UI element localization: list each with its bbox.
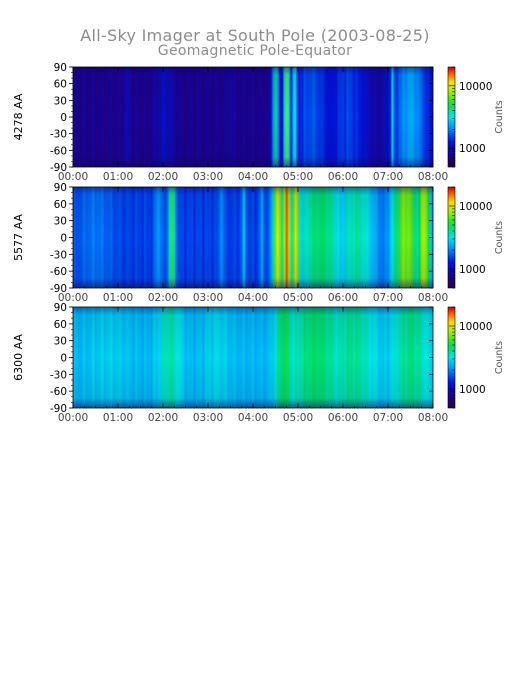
x-tick-label: 02:00 (148, 171, 178, 183)
x-tick-label: 02:00 (148, 412, 178, 424)
x-tick-label: 04:00 (238, 171, 268, 183)
colorbar-tick-label: 1000 (459, 143, 486, 155)
x-tick-label: 08:00 (418, 171, 448, 183)
y-tick-label: 90 (54, 62, 67, 74)
y-tick-label: -90 (50, 162, 67, 174)
y-axis-label: 5577 AA (12, 214, 25, 261)
x-tick-label: 00:00 (58, 292, 88, 304)
x-tick-label: 04:00 (238, 412, 268, 424)
x-tick-label: 06:00 (328, 171, 358, 183)
y-tick-label: -30 (50, 249, 67, 261)
y-tick-label: 30 (54, 95, 67, 107)
colorbar-tick-label: 10000 (459, 321, 492, 333)
colorbar-tick-label: 1000 (459, 264, 486, 276)
x-tick-label: 05:00 (283, 412, 313, 424)
x-tick-label: 07:00 (373, 171, 403, 183)
y-tick-label: -30 (50, 369, 67, 381)
y-tick-label: 60 (54, 79, 67, 91)
colorbar (447, 66, 456, 168)
heatmap-shading (73, 187, 433, 288)
chart-title: All-Sky Imager at South Pole (2003-08-25… (80, 26, 430, 45)
colorbar-label: Counts (494, 221, 505, 254)
y-tick-label: 60 (54, 319, 67, 331)
x-tick-label: 00:00 (58, 171, 88, 183)
y-tick-label: 60 (54, 199, 67, 211)
x-tick-label: 07:00 (373, 412, 403, 424)
x-tick-label: 01:00 (103, 412, 133, 424)
x-tick-label: 03:00 (193, 412, 223, 424)
x-tick-label: 01:00 (103, 292, 133, 304)
y-axis-label: 6300 AA (12, 334, 25, 381)
colorbar-label: Counts (494, 100, 505, 133)
chart-subtitle: Geomagnetic Pole-Equator (157, 43, 353, 59)
y-tick-label: -90 (50, 283, 67, 295)
heatmap-shading (73, 307, 433, 408)
y-tick-label: 30 (54, 216, 67, 228)
y-tick-label: 0 (60, 353, 67, 365)
y-tick-label: -60 (50, 145, 67, 157)
x-tick-label: 07:00 (373, 292, 403, 304)
colorbar-tick-label: 10000 (459, 201, 492, 213)
y-tick-label: -60 (50, 386, 67, 398)
y-tick-label: 0 (60, 112, 67, 124)
x-tick-label: 05:00 (283, 292, 313, 304)
colorbar (447, 186, 456, 289)
x-tick-label: 00:00 (58, 412, 88, 424)
colorbar-label: Counts (494, 341, 505, 374)
y-tick-label: 90 (54, 302, 67, 314)
heatmap-shading (73, 67, 433, 167)
y-tick-label: 0 (60, 233, 67, 245)
x-tick-label: 02:00 (148, 292, 178, 304)
x-tick-label: 06:00 (328, 292, 358, 304)
x-tick-label: 08:00 (418, 292, 448, 304)
y-axis-label: 4278 AA (12, 93, 25, 140)
x-tick-label: 01:00 (103, 171, 133, 183)
x-tick-label: 03:00 (193, 171, 223, 183)
y-tick-label: -90 (50, 403, 67, 415)
x-tick-label: 04:00 (238, 292, 268, 304)
x-tick-label: 05:00 (283, 171, 313, 183)
x-tick-label: 06:00 (328, 412, 358, 424)
colorbar (447, 306, 456, 409)
x-tick-label: 08:00 (418, 412, 448, 424)
y-tick-label: -30 (50, 129, 67, 141)
y-tick-label: 30 (54, 336, 67, 348)
colorbar-tick-label: 10000 (459, 81, 492, 93)
y-tick-label: -60 (50, 266, 67, 278)
x-tick-label: 03:00 (193, 292, 223, 304)
y-tick-label: 90 (54, 182, 67, 194)
colorbar-tick-label: 1000 (459, 384, 486, 396)
